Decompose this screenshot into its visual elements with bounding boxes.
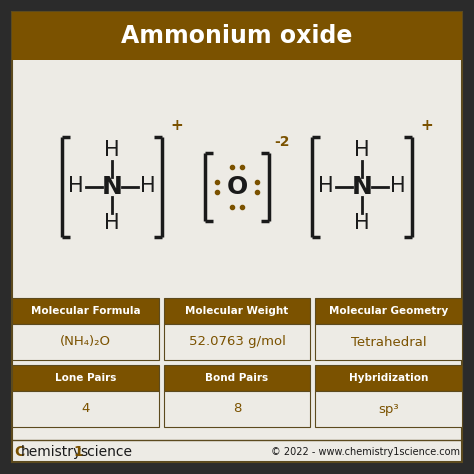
Text: 8: 8 xyxy=(233,402,241,416)
FancyBboxPatch shape xyxy=(12,298,159,324)
Text: +: + xyxy=(170,118,183,133)
Text: Molecular Geometry: Molecular Geometry xyxy=(329,306,448,316)
Text: H: H xyxy=(354,212,370,233)
Text: N: N xyxy=(352,174,373,199)
Text: +: + xyxy=(420,118,433,133)
Text: H: H xyxy=(390,176,406,197)
Text: H: H xyxy=(104,212,120,233)
FancyBboxPatch shape xyxy=(164,298,310,324)
Text: H: H xyxy=(318,176,334,197)
FancyBboxPatch shape xyxy=(12,391,159,427)
Text: Hybridization: Hybridization xyxy=(349,373,428,383)
FancyBboxPatch shape xyxy=(12,324,159,360)
FancyBboxPatch shape xyxy=(315,365,462,391)
Text: (NH₄)₂O: (NH₄)₂O xyxy=(60,336,111,348)
Text: 1: 1 xyxy=(73,445,83,459)
Text: Bond Pairs: Bond Pairs xyxy=(205,373,269,383)
FancyBboxPatch shape xyxy=(12,365,159,391)
Text: 4: 4 xyxy=(81,402,90,416)
Text: -2: -2 xyxy=(274,135,290,148)
Text: C: C xyxy=(14,445,24,459)
Text: sp³: sp³ xyxy=(378,402,399,416)
Text: H: H xyxy=(354,140,370,161)
Text: H: H xyxy=(140,176,156,197)
FancyBboxPatch shape xyxy=(12,12,462,60)
FancyBboxPatch shape xyxy=(315,324,462,360)
Text: H: H xyxy=(104,140,120,161)
Text: Lone Pairs: Lone Pairs xyxy=(55,373,116,383)
Text: © 2022 - www.chemistry1science.com: © 2022 - www.chemistry1science.com xyxy=(271,447,460,457)
Text: N: N xyxy=(101,174,122,199)
Text: science: science xyxy=(80,445,132,459)
Text: 52.0763 g/mol: 52.0763 g/mol xyxy=(189,336,285,348)
FancyBboxPatch shape xyxy=(164,365,310,391)
FancyBboxPatch shape xyxy=(315,391,462,427)
FancyBboxPatch shape xyxy=(315,298,462,324)
Text: Molecular Weight: Molecular Weight xyxy=(185,306,289,316)
Text: Tetrahedral: Tetrahedral xyxy=(351,336,427,348)
FancyBboxPatch shape xyxy=(164,324,310,360)
FancyBboxPatch shape xyxy=(164,391,310,427)
Text: O: O xyxy=(227,174,247,199)
Text: Ammonium oxide: Ammonium oxide xyxy=(121,24,353,48)
Text: H: H xyxy=(68,176,84,197)
Text: Molecular Formula: Molecular Formula xyxy=(30,306,140,316)
Text: hemistry: hemistry xyxy=(21,445,82,459)
FancyBboxPatch shape xyxy=(12,12,462,462)
